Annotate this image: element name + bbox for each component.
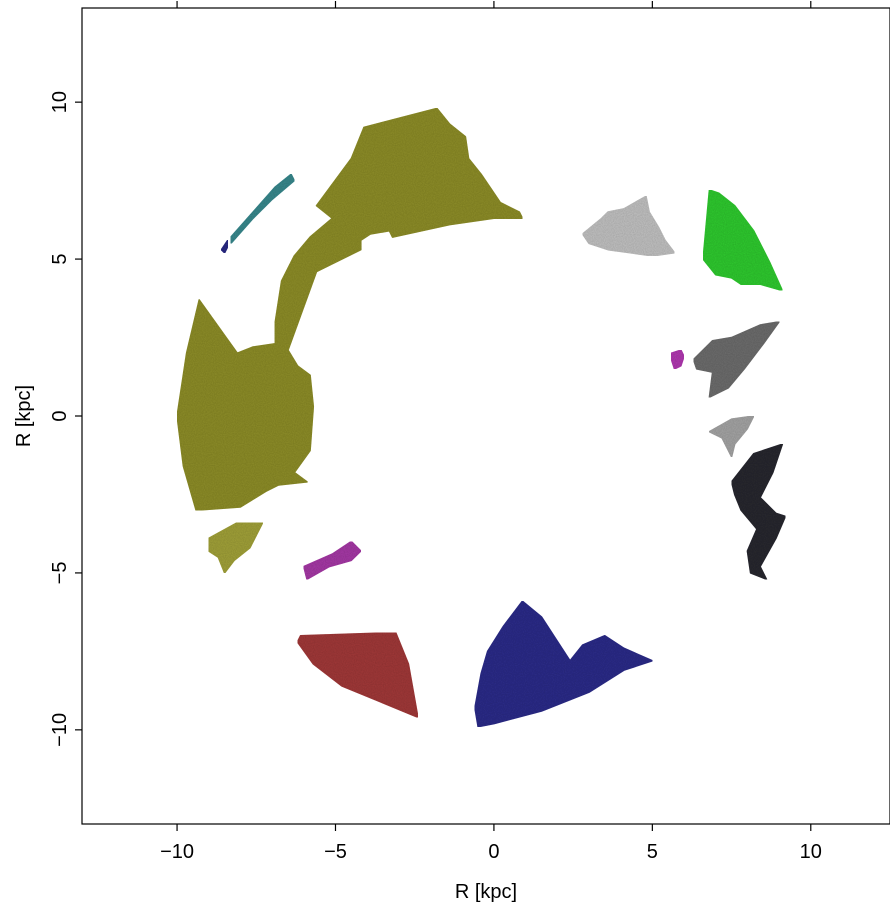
data-region: [708, 415, 755, 458]
x-tick-label: −5: [324, 841, 347, 863]
data-region: [670, 349, 685, 370]
data-region: [176, 107, 524, 511]
x-tick-label: 5: [647, 841, 658, 863]
y-tick-label: −10: [49, 713, 71, 747]
data-region: [220, 239, 229, 254]
data-region: [692, 321, 780, 398]
x-tick-label: −10: [160, 841, 194, 863]
y-axis-title: R [kpc]: [13, 385, 35, 447]
data-region: [702, 189, 784, 292]
data-region: [207, 521, 264, 574]
x-axis: −10 −5 0 5 10: [160, 1, 822, 863]
y-tick-label: 5: [49, 254, 71, 265]
data-region: [581, 195, 676, 257]
x-tick-label: 0: [488, 841, 499, 863]
x-axis-title: R [kpc]: [455, 881, 517, 903]
y-axis: −10 −5 0 5 10: [49, 91, 82, 747]
data-region: [730, 443, 787, 580]
data-region: [303, 540, 362, 580]
x-tick-label: 10: [800, 841, 822, 863]
y-tick-label: 10: [49, 91, 71, 113]
data-region: [230, 173, 296, 245]
data-region: [296, 631, 419, 719]
data-regions: [176, 107, 787, 728]
data-region: [474, 600, 654, 728]
y-tick-label: −5: [49, 562, 71, 585]
y-tick-label: 0: [49, 410, 71, 421]
